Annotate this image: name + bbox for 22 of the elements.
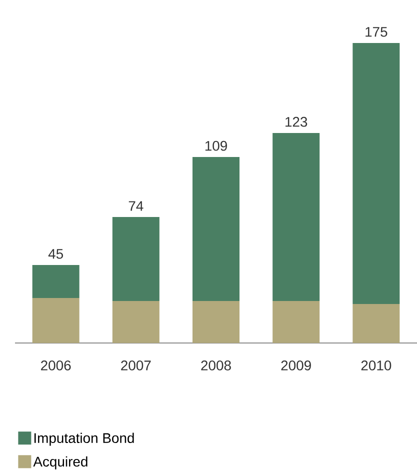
x-tick-label: 2008 bbox=[201, 360, 231, 370]
x-tick-label: 2006 bbox=[41, 360, 71, 370]
bar bbox=[32, 265, 80, 298]
bar bbox=[352, 304, 400, 343]
bar bbox=[112, 217, 160, 301]
annotation: 123 bbox=[286, 116, 308, 127]
bar bbox=[272, 133, 320, 301]
legend-label: Acquired bbox=[33, 456, 88, 470]
legend-label: Imputation Bond bbox=[34, 432, 134, 446]
bar bbox=[32, 298, 80, 343]
bar bbox=[112, 301, 160, 343]
x-tick-label: 2007 bbox=[121, 360, 151, 370]
x-tick-label: 2010 bbox=[361, 360, 392, 370]
bar bbox=[352, 43, 400, 304]
annotation: 109 bbox=[205, 140, 227, 151]
annotation: 175 bbox=[366, 27, 388, 37]
bar bbox=[272, 301, 320, 343]
annotation: 45 bbox=[48, 249, 64, 259]
x-tick-label: 2009 bbox=[281, 360, 311, 370]
bar bbox=[192, 157, 240, 301]
annotation: 74 bbox=[128, 201, 144, 211]
bar bbox=[192, 301, 240, 343]
